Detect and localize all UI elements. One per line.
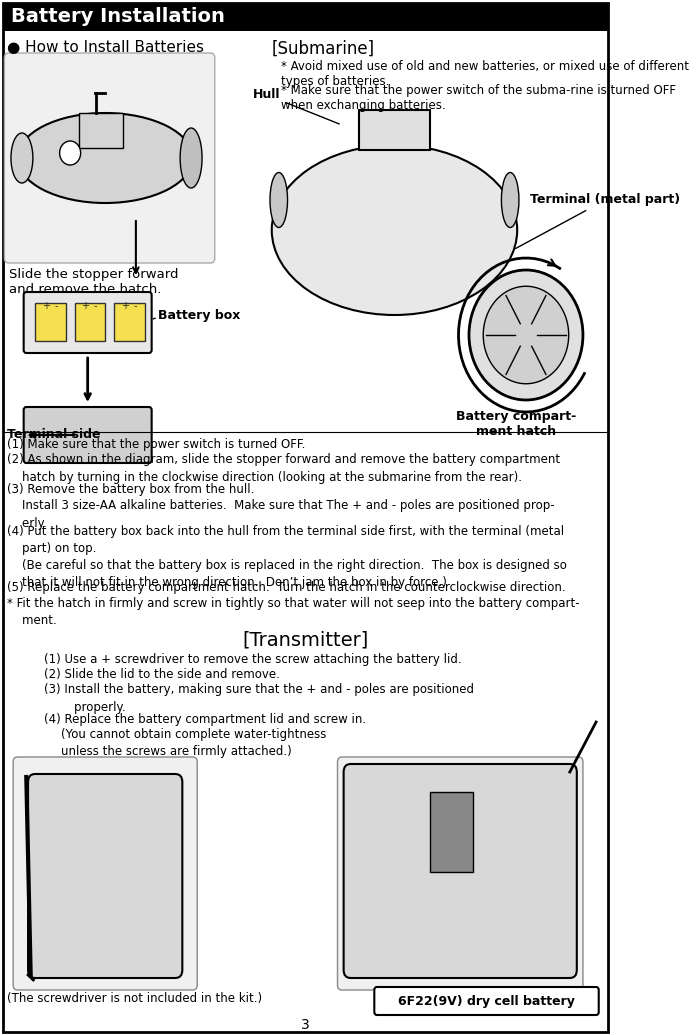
Text: +: + (82, 301, 89, 310)
Ellipse shape (180, 128, 202, 188)
Text: Battery Installation: Battery Installation (10, 7, 224, 27)
Ellipse shape (272, 145, 517, 315)
Bar (35, 303, 66, 341)
Text: Slide the stopper forward
and remove the hatch.: Slide the stopper forward and remove the… (9, 268, 178, 296)
Text: (2) As shown in the diagram, slide the stopper forward and remove the battery co: (2) As shown in the diagram, slide the s… (7, 453, 560, 483)
Text: [Transmitter]: [Transmitter] (242, 630, 368, 650)
Text: Battery box: Battery box (158, 308, 240, 322)
Bar (360, 110, 429, 150)
Text: Battery Installation: Battery Installation (10, 7, 224, 27)
Text: 3: 3 (300, 1018, 309, 1032)
Circle shape (60, 141, 81, 165)
Text: Battery Installation: Battery Installation (238, 7, 452, 27)
Text: ● How to Install Batteries: ● How to Install Batteries (7, 40, 204, 55)
Text: (4) Put the battery box back into the hull from the terminal side first, with th: (4) Put the battery box back into the hu… (7, 525, 567, 589)
FancyBboxPatch shape (4, 53, 215, 263)
Text: (1) Make sure that the power switch is turned OFF.: (1) Make sure that the power switch is t… (7, 438, 305, 451)
FancyBboxPatch shape (13, 757, 197, 990)
Text: -: - (133, 301, 137, 310)
FancyBboxPatch shape (24, 292, 152, 353)
FancyBboxPatch shape (28, 774, 183, 978)
Text: (1) Use a + screwdriver to remove the screw attaching the battery lid.: (1) Use a + screwdriver to remove the sc… (44, 652, 461, 666)
Text: Hull: Hull (253, 89, 339, 124)
FancyBboxPatch shape (24, 407, 152, 463)
Bar (3, 3, 608, 31)
Text: * Make sure that the power switch of the subma-rine is turned OFF when exchangin: * Make sure that the power switch of the… (280, 84, 675, 112)
FancyBboxPatch shape (344, 764, 577, 978)
Circle shape (483, 287, 569, 384)
Bar (114, 303, 145, 341)
Text: (5) Replace the battery compartment hatch.  Turn the hatch in the counterclockwi: (5) Replace the battery compartment hatc… (7, 581, 566, 594)
Text: (You cannot obtain complete water-tightness
unless the screws are firmly attache: (You cannot obtain complete water-tightn… (61, 728, 327, 758)
Text: * Avoid mixed use of old and new batteries, or mixed use of different types of b: * Avoid mixed use of old and new batteri… (280, 60, 689, 88)
FancyBboxPatch shape (374, 987, 599, 1015)
Text: Battery Installation: Battery Installation (125, 7, 338, 27)
Text: -: - (94, 301, 98, 310)
Text: Battery Installation: Battery Installation (466, 7, 680, 27)
Ellipse shape (270, 173, 288, 228)
Text: 6F22(9V) dry cell battery: 6F22(9V) dry cell battery (398, 995, 575, 1007)
Ellipse shape (501, 173, 519, 228)
Ellipse shape (11, 134, 33, 183)
Bar (79, 113, 123, 148)
Text: (2) Slide the lid to the side and remove.: (2) Slide the lid to the side and remove… (44, 668, 279, 681)
Text: +: + (42, 301, 50, 310)
Text: Terminal (metal part): Terminal (metal part) (515, 194, 680, 248)
Text: * Fit the hatch in firmly and screw in tightly so that water will not seep into : * Fit the hatch in firmly and screw in t… (7, 596, 580, 626)
Bar (75, 303, 105, 341)
Bar (429, 792, 473, 873)
Circle shape (469, 270, 583, 400)
Text: -: - (54, 301, 58, 310)
Text: (4) Replace the battery compartment lid and screw in.: (4) Replace the battery compartment lid … (44, 712, 366, 726)
Text: [Submarine]: [Submarine] (272, 40, 375, 58)
Text: (The screwdriver is not included in the kit.): (The screwdriver is not included in the … (7, 992, 262, 1005)
Text: Terminal side: Terminal side (7, 428, 100, 442)
Text: +: + (121, 301, 129, 310)
Text: (3) Remove the battery box from the hull.
    Install 3 size-AA alkaline batteri: (3) Remove the battery box from the hull… (7, 482, 555, 530)
Text: Battery Installation: Battery Installation (353, 7, 566, 27)
FancyBboxPatch shape (337, 757, 583, 990)
Ellipse shape (17, 113, 193, 203)
Text: (3) Install the battery, making sure that the + and - poles are positioned
     : (3) Install the battery, making sure tha… (44, 683, 474, 713)
Text: Battery compart-
ment hatch: Battery compart- ment hatch (456, 410, 576, 438)
